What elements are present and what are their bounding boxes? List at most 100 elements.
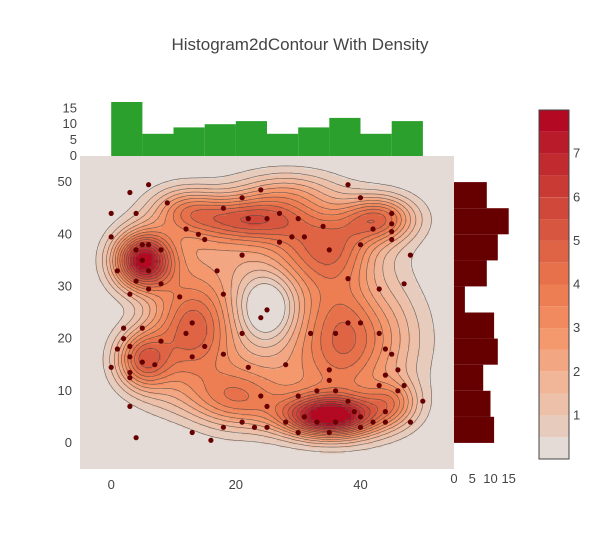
colorbar-band [539, 175, 569, 198]
colorbar-band [539, 415, 569, 438]
data-point [357, 414, 364, 420]
colorbar-band [539, 197, 569, 220]
data-point [258, 393, 264, 399]
contour-line [123, 209, 379, 432]
data-point [214, 268, 220, 274]
data-point [326, 429, 332, 436]
colorbar-band [539, 284, 569, 307]
data-point [301, 414, 307, 420]
data-point [276, 210, 283, 216]
data-point [370, 419, 376, 425]
data-point [183, 226, 189, 232]
data-point [320, 223, 326, 229]
data-point [158, 338, 164, 344]
data-point [376, 286, 382, 292]
right-histogram: 0 5 10 15 [450, 182, 516, 486]
colorbar-band [539, 393, 569, 416]
contour-line [125, 215, 371, 431]
colorbar-band [539, 371, 569, 394]
top-histogram-bar [173, 127, 205, 156]
top-histogram-bar [111, 102, 143, 156]
data-point [264, 403, 270, 409]
colorbar-band [539, 328, 569, 350]
right-histogram-bar [454, 416, 495, 443]
data-point [239, 195, 245, 201]
contour-line [121, 205, 388, 434]
top-histogram-bar [391, 121, 423, 156]
data-point [357, 242, 364, 248]
contour-line [133, 249, 356, 426]
data-point [389, 210, 395, 216]
right-histogram-tick-label: 0 [450, 471, 457, 486]
data-point [357, 195, 364, 201]
data-point [283, 419, 289, 425]
right-histogram-bar [454, 364, 484, 391]
colorbar-tick-label: 1 [573, 407, 580, 422]
y-tick-label: 40 [58, 226, 72, 241]
contour-line [119, 201, 395, 435]
data-point [351, 409, 357, 415]
data-point [357, 320, 364, 326]
data-point [133, 278, 139, 284]
data-point [164, 200, 170, 206]
data-point [133, 435, 139, 441]
data-point [158, 247, 164, 253]
colorbar-band [539, 306, 569, 329]
top-histogram-bar [204, 124, 236, 156]
top-histogram-bar [360, 133, 392, 156]
data-point [276, 239, 283, 245]
data-point [245, 216, 251, 222]
data-point [195, 231, 201, 237]
colorbar-band [539, 240, 569, 263]
data-point [189, 320, 195, 326]
data-point [114, 268, 120, 274]
right-histogram-tick-label: 5 [469, 471, 476, 486]
data-point [152, 362, 158, 368]
right-histogram-bar [454, 182, 487, 209]
data-point [108, 210, 114, 216]
data-point [121, 325, 127, 331]
data-point [133, 210, 139, 216]
data-point [258, 187, 264, 193]
right-histogram-tick-label: 15 [501, 471, 515, 486]
data-point [389, 221, 395, 227]
data-point [295, 216, 301, 222]
data-point [189, 354, 195, 360]
data-point [382, 372, 388, 378]
data-point [133, 247, 139, 253]
contour-plot-area: 0 20 40 0 10 20 30 40 50 [58, 156, 454, 492]
data-point [314, 419, 320, 425]
x-tick-label: 0 [108, 477, 115, 492]
contour-line [109, 182, 413, 442]
data-point [177, 294, 183, 300]
colorbar-band [539, 110, 569, 132]
data-point [146, 242, 152, 248]
data-point [295, 393, 301, 399]
data-point [420, 398, 426, 404]
data-point [208, 437, 214, 443]
data-point [345, 320, 351, 326]
data-point [239, 330, 245, 336]
data-point [382, 419, 388, 425]
data-point [407, 419, 413, 425]
x-tick-label: 40 [353, 477, 367, 492]
data-point [389, 236, 395, 243]
data-point [389, 351, 395, 357]
contour-line [114, 192, 405, 438]
top-histogram-tick-label: 15 [63, 100, 77, 115]
data-point [239, 252, 245, 258]
colorbar-band [539, 153, 569, 176]
top-histogram-tick-label: 0 [70, 148, 77, 163]
data-point [183, 330, 189, 336]
data-point [202, 343, 208, 349]
data-point [401, 382, 407, 389]
right-histogram-bar [454, 234, 498, 261]
data-point [376, 382, 382, 389]
data-point [301, 234, 307, 240]
data-point [395, 388, 401, 394]
colorbar-tick-label: 6 [573, 189, 580, 204]
colorbar-outline [538, 109, 570, 460]
contour-line [101, 172, 424, 448]
colorbar-band [539, 437, 569, 459]
